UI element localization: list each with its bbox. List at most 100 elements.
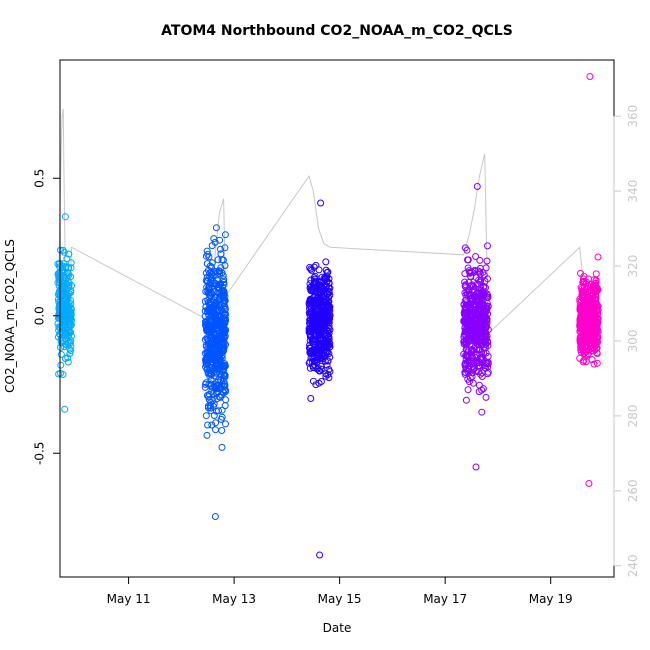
data-point — [203, 366, 211, 374]
data-point — [472, 322, 480, 330]
y2-tick-label: 300 — [626, 330, 640, 353]
data-point — [212, 426, 219, 434]
data-point — [316, 551, 324, 559]
data-point — [462, 340, 470, 348]
data-point — [322, 372, 330, 380]
data-point — [465, 335, 473, 343]
data-point — [473, 298, 481, 306]
data-point — [310, 357, 318, 365]
data-point — [213, 283, 221, 291]
data-point — [320, 298, 328, 306]
data-point — [590, 360, 598, 368]
data-point — [590, 323, 598, 331]
data-point — [478, 386, 486, 394]
data-point — [473, 367, 480, 375]
data-point — [305, 328, 313, 336]
x-tick-label: May 13 — [212, 592, 256, 606]
data-point — [209, 396, 217, 404]
data-point — [58, 325, 66, 332]
data-point — [204, 306, 212, 314]
data-point — [219, 345, 226, 353]
data-point — [220, 296, 228, 304]
x-tick-label: May 19 — [529, 592, 573, 606]
data-point — [321, 276, 329, 283]
data-point — [218, 443, 226, 451]
data-point — [470, 288, 478, 296]
data-point — [463, 329, 471, 337]
data-point — [478, 289, 486, 297]
data-point — [211, 513, 219, 520]
x-tick-label: May 15 — [318, 592, 362, 606]
data-point — [308, 308, 316, 316]
data-point — [461, 278, 469, 286]
data-point — [204, 250, 212, 258]
data-point — [61, 288, 68, 296]
data-point — [476, 256, 484, 264]
data-point — [212, 389, 220, 397]
data-point — [576, 354, 584, 362]
data-point — [313, 365, 321, 373]
data-point — [217, 325, 225, 333]
y2-tick-label: 340 — [626, 180, 640, 203]
data-point — [66, 315, 74, 323]
data-point — [591, 326, 599, 334]
data-point — [65, 250, 73, 258]
data-point — [203, 392, 211, 399]
data-point — [321, 341, 329, 349]
data-point — [309, 338, 317, 346]
data-point — [211, 238, 219, 246]
data-point — [308, 266, 315, 274]
data-point — [317, 342, 325, 350]
data-point — [207, 361, 215, 369]
data-point — [210, 235, 218, 243]
data-point — [470, 283, 477, 290]
data-point — [215, 319, 223, 327]
data-point — [207, 340, 215, 347]
data-point — [471, 317, 479, 325]
data-point — [210, 269, 218, 276]
data-point — [479, 385, 487, 393]
x-tick-label: May 17 — [423, 592, 467, 606]
data-point — [210, 412, 218, 419]
data-point — [55, 314, 63, 322]
data-point — [580, 278, 588, 286]
data-point — [309, 364, 317, 372]
data-point — [214, 285, 222, 293]
data-point — [218, 406, 226, 414]
data-point — [221, 244, 229, 252]
data-point — [482, 393, 490, 401]
data-point — [219, 292, 227, 300]
data-point — [307, 347, 315, 355]
data-point — [461, 311, 468, 318]
data-point — [214, 365, 222, 373]
data-point — [319, 315, 327, 323]
data-point — [463, 246, 471, 254]
data-point — [221, 314, 229, 322]
data-point — [306, 344, 314, 352]
data-point — [484, 342, 492, 350]
data-point — [312, 284, 320, 292]
data-point — [55, 270, 63, 278]
data-point — [66, 345, 74, 353]
plot-frame — [59, 59, 615, 578]
data-point — [462, 304, 470, 312]
data-point — [215, 346, 223, 354]
data-point — [317, 199, 325, 207]
data-point — [204, 393, 212, 401]
data-point — [471, 339, 479, 347]
y-axis-right: 240 260 280 300 320 340 360 — [613, 105, 640, 577]
data-point — [311, 292, 319, 300]
data-point — [314, 278, 322, 286]
data-point — [583, 296, 591, 304]
data-point — [317, 277, 325, 285]
data-point — [483, 359, 491, 367]
data-point — [217, 355, 225, 363]
data-point — [580, 288, 588, 296]
data-point — [55, 323, 63, 331]
series-flight-4 — [460, 183, 492, 471]
data-point — [482, 349, 490, 357]
data-point — [203, 260, 211, 268]
data-point — [309, 284, 317, 292]
data-point — [593, 359, 601, 367]
data-point — [484, 352, 492, 360]
